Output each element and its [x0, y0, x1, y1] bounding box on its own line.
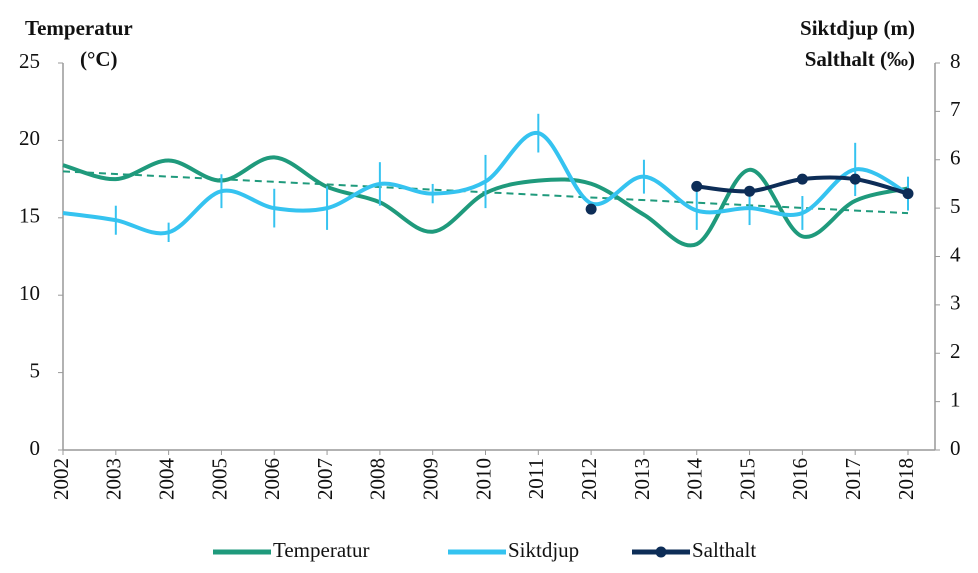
- x-tick-label: 2016: [788, 458, 812, 500]
- marker: [849, 173, 861, 185]
- line: [62, 155, 909, 248]
- marker: [902, 188, 914, 200]
- y2-tick-label: 8: [950, 49, 961, 73]
- y2-axis-title: Salthalt (‰): [805, 47, 915, 71]
- line: [62, 131, 909, 236]
- x-tick-label: 2008: [366, 458, 390, 500]
- x-tick-label: 2013: [630, 458, 654, 500]
- marker: [585, 203, 597, 215]
- y-tick-label: 20: [19, 126, 40, 150]
- y2-tick-label: 7: [950, 97, 961, 121]
- marker: [691, 180, 703, 192]
- x-tick-label: 2009: [419, 458, 443, 500]
- x-tick-label: 2007: [313, 458, 337, 500]
- y-axis-title: Temperatur: [25, 16, 133, 40]
- y2-axis-title: Siktdjup (m): [800, 16, 915, 40]
- x-tick-label: 2010: [471, 458, 495, 500]
- x-tick-label: 2004: [154, 458, 178, 501]
- legend-label: Temperatur: [273, 538, 369, 562]
- x-tick-label: 2017: [841, 458, 865, 500]
- x-tick-label: 2006: [260, 458, 284, 500]
- x-tick-label: 2012: [577, 458, 601, 500]
- x-tick-label: 2014: [683, 458, 707, 501]
- y2-tick-label: 2: [950, 339, 961, 363]
- y-tick-label: 25: [19, 49, 40, 73]
- y2-tick-label: 4: [950, 242, 961, 266]
- y2-tick-label: 5: [950, 194, 961, 218]
- x-tick-label: 2002: [49, 458, 73, 500]
- y-tick-label: 0: [30, 436, 41, 460]
- y2-tick-label: 6: [950, 146, 961, 170]
- legend-label: Siktdjup: [508, 538, 579, 562]
- x-tick-label: 2003: [102, 458, 126, 500]
- y2-tick-label: 3: [950, 291, 961, 315]
- y2-tick-label: 0: [950, 436, 961, 460]
- x-tick-label: 2018: [894, 458, 918, 500]
- y-axis-title: (°C): [80, 47, 118, 71]
- marker: [744, 185, 756, 197]
- x-tick-label: 2005: [207, 458, 231, 500]
- y-tick-label: 10: [19, 281, 40, 305]
- legend-label: Salthalt: [692, 538, 756, 562]
- legend-swatch: [655, 546, 667, 558]
- y-tick-label: 15: [19, 204, 40, 228]
- x-tick-label: 2011: [524, 458, 548, 499]
- y2-tick-label: 1: [950, 387, 961, 411]
- y-tick-label: 5: [30, 358, 41, 382]
- x-tick-label: 2015: [735, 458, 759, 500]
- marker: [796, 173, 808, 185]
